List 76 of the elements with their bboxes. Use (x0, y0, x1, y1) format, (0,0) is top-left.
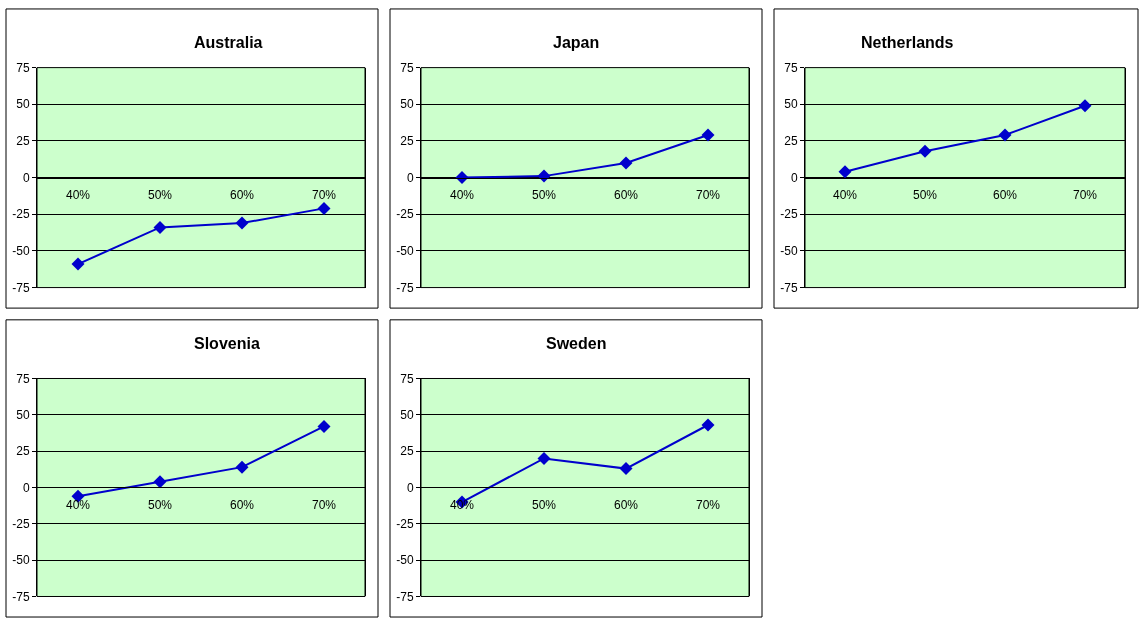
y-tick-label: 75 (16, 60, 30, 75)
x-tick-label: 50% (147, 187, 173, 202)
y-tick-label: 0 (406, 170, 414, 185)
y-tick-label: -75 (12, 589, 30, 604)
y-tick-label: -50 (12, 553, 30, 568)
x-tick-label: 50% (531, 187, 557, 202)
y-tick-label: 50 (400, 97, 414, 112)
x-tick-label: 40% (449, 497, 475, 512)
x-tick-label: 40% (65, 497, 91, 512)
x-tick-label: 60% (229, 187, 255, 202)
y-tick-label: 25 (400, 134, 414, 149)
y-tick-label: -25 (12, 517, 30, 532)
x-tick-label: 70% (695, 497, 721, 512)
point (619, 462, 633, 476)
x-tick-label: 70% (1072, 187, 1098, 202)
x-tick-label: 50% (531, 497, 557, 512)
y-tick-label: -75 (396, 589, 414, 604)
y-tick-label: 50 (400, 408, 414, 423)
x-tick-label: 40% (65, 187, 91, 202)
y-tick-label: 25 (16, 134, 30, 149)
y-tick-label: 0 (22, 480, 30, 495)
y-tick-label: -50 (12, 244, 30, 259)
chart-title: Australia (194, 34, 263, 51)
y-tick-label: -75 (12, 280, 30, 295)
y-tick-label: -50 (396, 553, 414, 568)
y-tick-label: -25 (12, 207, 30, 222)
x-tick-label: 50% (147, 497, 173, 512)
x-tick-label: 70% (311, 187, 337, 202)
y-tick-label: 75 (16, 371, 30, 386)
y-tick-label: -25 (780, 207, 798, 222)
x-tick-label: 40% (449, 187, 475, 202)
y-tick-label: 25 (400, 444, 414, 459)
x-tick-label: 60% (613, 187, 639, 202)
point (317, 419, 331, 433)
point (701, 418, 715, 432)
x-tick-label: 60% (613, 497, 639, 512)
y-tick-label: 75 (784, 60, 798, 75)
x-tick-label: 50% (912, 187, 938, 202)
point (701, 128, 715, 142)
x-tick-label: 40% (832, 187, 858, 202)
x-tick-label: 60% (992, 187, 1018, 202)
y-tick-label: 75 (400, 371, 414, 386)
y-tick-label: -50 (780, 244, 798, 259)
point (153, 475, 167, 489)
chart-title: Sweden (546, 335, 607, 352)
y-tick-label: -75 (396, 280, 414, 295)
y-tick-label: -25 (396, 517, 414, 532)
chart-title: Netherlands (861, 34, 954, 51)
point (71, 257, 85, 271)
point (838, 165, 852, 179)
y-tick-label: 50 (16, 408, 30, 423)
chart-title: Slovenia (194, 335, 260, 352)
y-tick-label: 0 (790, 170, 798, 185)
y-tick-label: 25 (784, 134, 798, 149)
point (235, 460, 249, 474)
y-tick-label: -50 (396, 244, 414, 259)
x-tick-label: 60% (229, 497, 255, 512)
point (317, 201, 331, 215)
point (153, 220, 167, 234)
point (918, 144, 932, 158)
y-tick-label: -25 (396, 207, 414, 222)
y-tick-label: -75 (780, 280, 798, 295)
y-tick-label: 0 (406, 480, 414, 495)
point (537, 451, 551, 465)
x-tick-label: 70% (695, 187, 721, 202)
y-tick-label: 50 (784, 97, 798, 112)
point (998, 128, 1012, 142)
point (1078, 99, 1092, 113)
y-tick-label: 0 (22, 170, 30, 185)
x-tick-label: 70% (311, 497, 337, 512)
chart-title: Japan (553, 34, 600, 51)
y-tick-label: 50 (16, 97, 30, 112)
y-tick-label: 25 (16, 444, 30, 459)
point (619, 156, 633, 170)
y-tick-label: 75 (400, 60, 414, 75)
point (235, 216, 249, 230)
